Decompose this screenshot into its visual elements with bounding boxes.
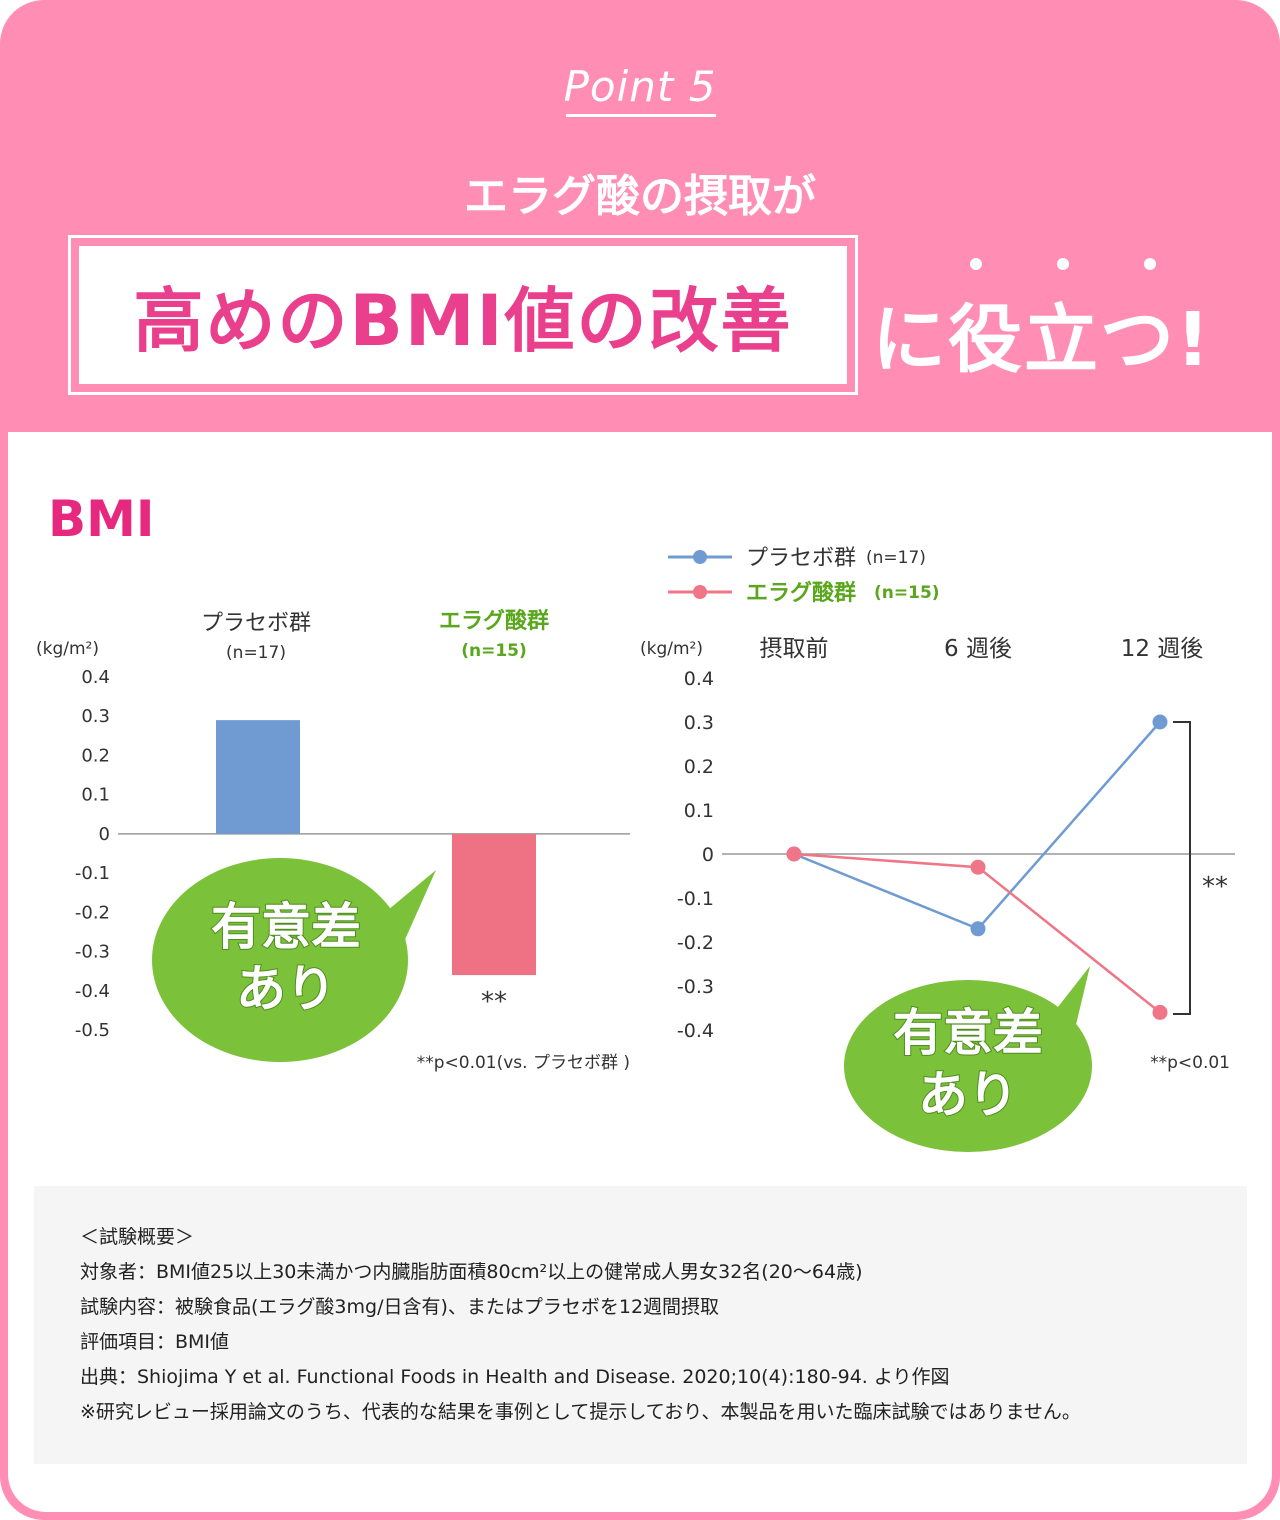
- headline-text: 高めのBMI値の改善: [133, 279, 793, 362]
- line-marks: [786, 714, 1168, 1020]
- bar-y-tick-label: -0.5: [75, 1020, 110, 1041]
- study-note-text: ＜試験概要＞ 対象者：BMI値25以上30未満かつ内臓脂肪面積80cm²以上の健…: [80, 1220, 1081, 1430]
- bubble-body: [844, 980, 1092, 1152]
- study-note-subjects: 対象者：BMI値25以上30未満かつ内臓脂肪面積80cm²以上の健常成人男女32…: [80, 1261, 863, 1283]
- bar-placebo: [216, 720, 300, 834]
- data-point-placebo: [970, 921, 986, 937]
- legend-n-ellagic: (n=15): [874, 583, 940, 603]
- bubble-text-line2: あり: [918, 1066, 1018, 1124]
- study-note-source: 出典：Shiojima Y et al. Functional Foods in…: [80, 1366, 950, 1388]
- bar-group-label-ellagic: エラグ酸群: [439, 608, 549, 634]
- point-label: Point 5: [563, 62, 717, 111]
- lead-text: エラグ酸の摂取が: [464, 171, 816, 222]
- study-note-heading: ＜試験概要＞: [80, 1226, 195, 1248]
- bar-group-label-placebo: プラセボ群: [201, 611, 311, 636]
- line-legend: プラセボ群 (n=17) エラグ酸群 (n=15): [668, 546, 940, 606]
- bar-significance-bubble: 有意差 あり: [152, 858, 436, 1062]
- emphasis-dot: [970, 258, 982, 270]
- study-note-disclaimer: ※研究レビュー採用論文のうち、代表的な結果を事例として提示しており、本製品を用い…: [80, 1401, 1081, 1423]
- emphasis-dot: [1144, 258, 1156, 270]
- bar-y-tick-label: 0.2: [81, 745, 110, 766]
- study-note-box: [34, 1186, 1247, 1464]
- bar-group-n-placebo: (n=17): [226, 643, 286, 663]
- line-chart: プラセボ群 (n=17) エラグ酸群 (n=15) (kg/m²) 摂取前 6 週…: [640, 546, 1235, 1152]
- bar-footnote: **p<0.01(vs. プラセボ群 ): [417, 1053, 630, 1073]
- emphasis-dot: [1057, 258, 1069, 270]
- bar-y-tick-label: -0.4: [75, 981, 110, 1002]
- bubble-text-line1: 有意差: [893, 1004, 1043, 1062]
- bar-marks: [216, 720, 536, 976]
- bar-y-tick-label: 0: [99, 824, 110, 845]
- line-y-tick-label: -0.3: [677, 976, 714, 998]
- study-note-endpoint: 評価項目：BMI値: [80, 1331, 230, 1353]
- legend-marker-placebo: [693, 550, 707, 564]
- bar-y-tick-label: -0.1: [75, 863, 110, 884]
- headline-panel: 高めのBMI値の改善: [79, 246, 847, 384]
- line-footnote: **p<0.01: [1150, 1053, 1230, 1073]
- line-y-tick-label: -0.4: [677, 1020, 714, 1042]
- legend-marker-ellagic: [693, 585, 707, 599]
- line-y-tick-label: -0.2: [677, 932, 714, 954]
- point-underline: [566, 114, 716, 117]
- bar-y-ticks: 0.4 0.3 0.2 0.1 0 -0.1 -0.2 -0.3 -0.4 -0.5: [75, 667, 630, 1041]
- section-title: BMI: [48, 490, 155, 548]
- bar-y-unit: (kg/m²): [36, 639, 99, 659]
- line-y-tick-label: 0.4: [684, 668, 714, 690]
- line-y-tick-label: 0: [702, 844, 714, 866]
- bar-y-tick-label: 0.4: [81, 667, 110, 688]
- line-y-tick-label: 0.1: [684, 800, 714, 822]
- bar-y-tick-label: -0.3: [75, 942, 110, 963]
- bar-significance-mark: **: [481, 987, 507, 1017]
- bar-chart: プラセボ群 (n=17) エラグ酸群 (n=15) (kg/m²) 0.4 0.3…: [36, 608, 630, 1073]
- line-y-unit: (kg/m²): [640, 639, 703, 659]
- data-point-ellagic: [970, 859, 986, 875]
- bar-ellagic: [452, 833, 536, 976]
- line-y-tick-label: -0.1: [677, 888, 714, 910]
- bracket-line: [1173, 721, 1191, 1015]
- line-x-labels: 摂取前 6 週後 12 週後: [760, 636, 1204, 662]
- line-x-label: 6 週後: [944, 636, 1012, 662]
- bar-y-tick-label: 0.1: [81, 785, 110, 806]
- bubble-text-line1: 有意差: [211, 898, 361, 956]
- data-point-ellagic: [1152, 1004, 1168, 1020]
- line-significance-mark: **: [1202, 872, 1228, 902]
- bubble-body: [152, 858, 408, 1062]
- headline-tail: に役立つ!: [872, 297, 1212, 383]
- line-y-tick-label: 0.2: [684, 756, 714, 778]
- data-point-placebo: [1152, 714, 1168, 730]
- legend-n-placebo: (n=17): [866, 548, 926, 568]
- headline-frame: 高めのBMI値の改善: [68, 235, 858, 395]
- series-line-placebo: [793, 721, 1161, 931]
- bar-y-tick-label: -0.2: [75, 902, 110, 923]
- line-x-label: 摂取前: [760, 636, 829, 662]
- line-significance-bracket: **: [1173, 721, 1228, 1015]
- legend-label-ellagic: エラグ酸群: [746, 580, 856, 606]
- line-y-tick-label: 0.3: [684, 712, 714, 734]
- bar-y-tick-label: 0.3: [81, 706, 110, 727]
- line-significance-bubble: 有意差 あり: [844, 966, 1092, 1152]
- bubble-text-line2: あり: [236, 960, 336, 1018]
- study-note-method: 試験内容：被験食品(エラグ酸3mg/日含有)、またはプラセボを12週間摂取: [80, 1296, 720, 1318]
- line-x-label: 12 週後: [1121, 636, 1204, 662]
- bar-group-n-ellagic: (n=15): [461, 641, 527, 661]
- legend-label-placebo: プラセボ群: [746, 546, 856, 571]
- data-point-ellagic: [786, 846, 802, 862]
